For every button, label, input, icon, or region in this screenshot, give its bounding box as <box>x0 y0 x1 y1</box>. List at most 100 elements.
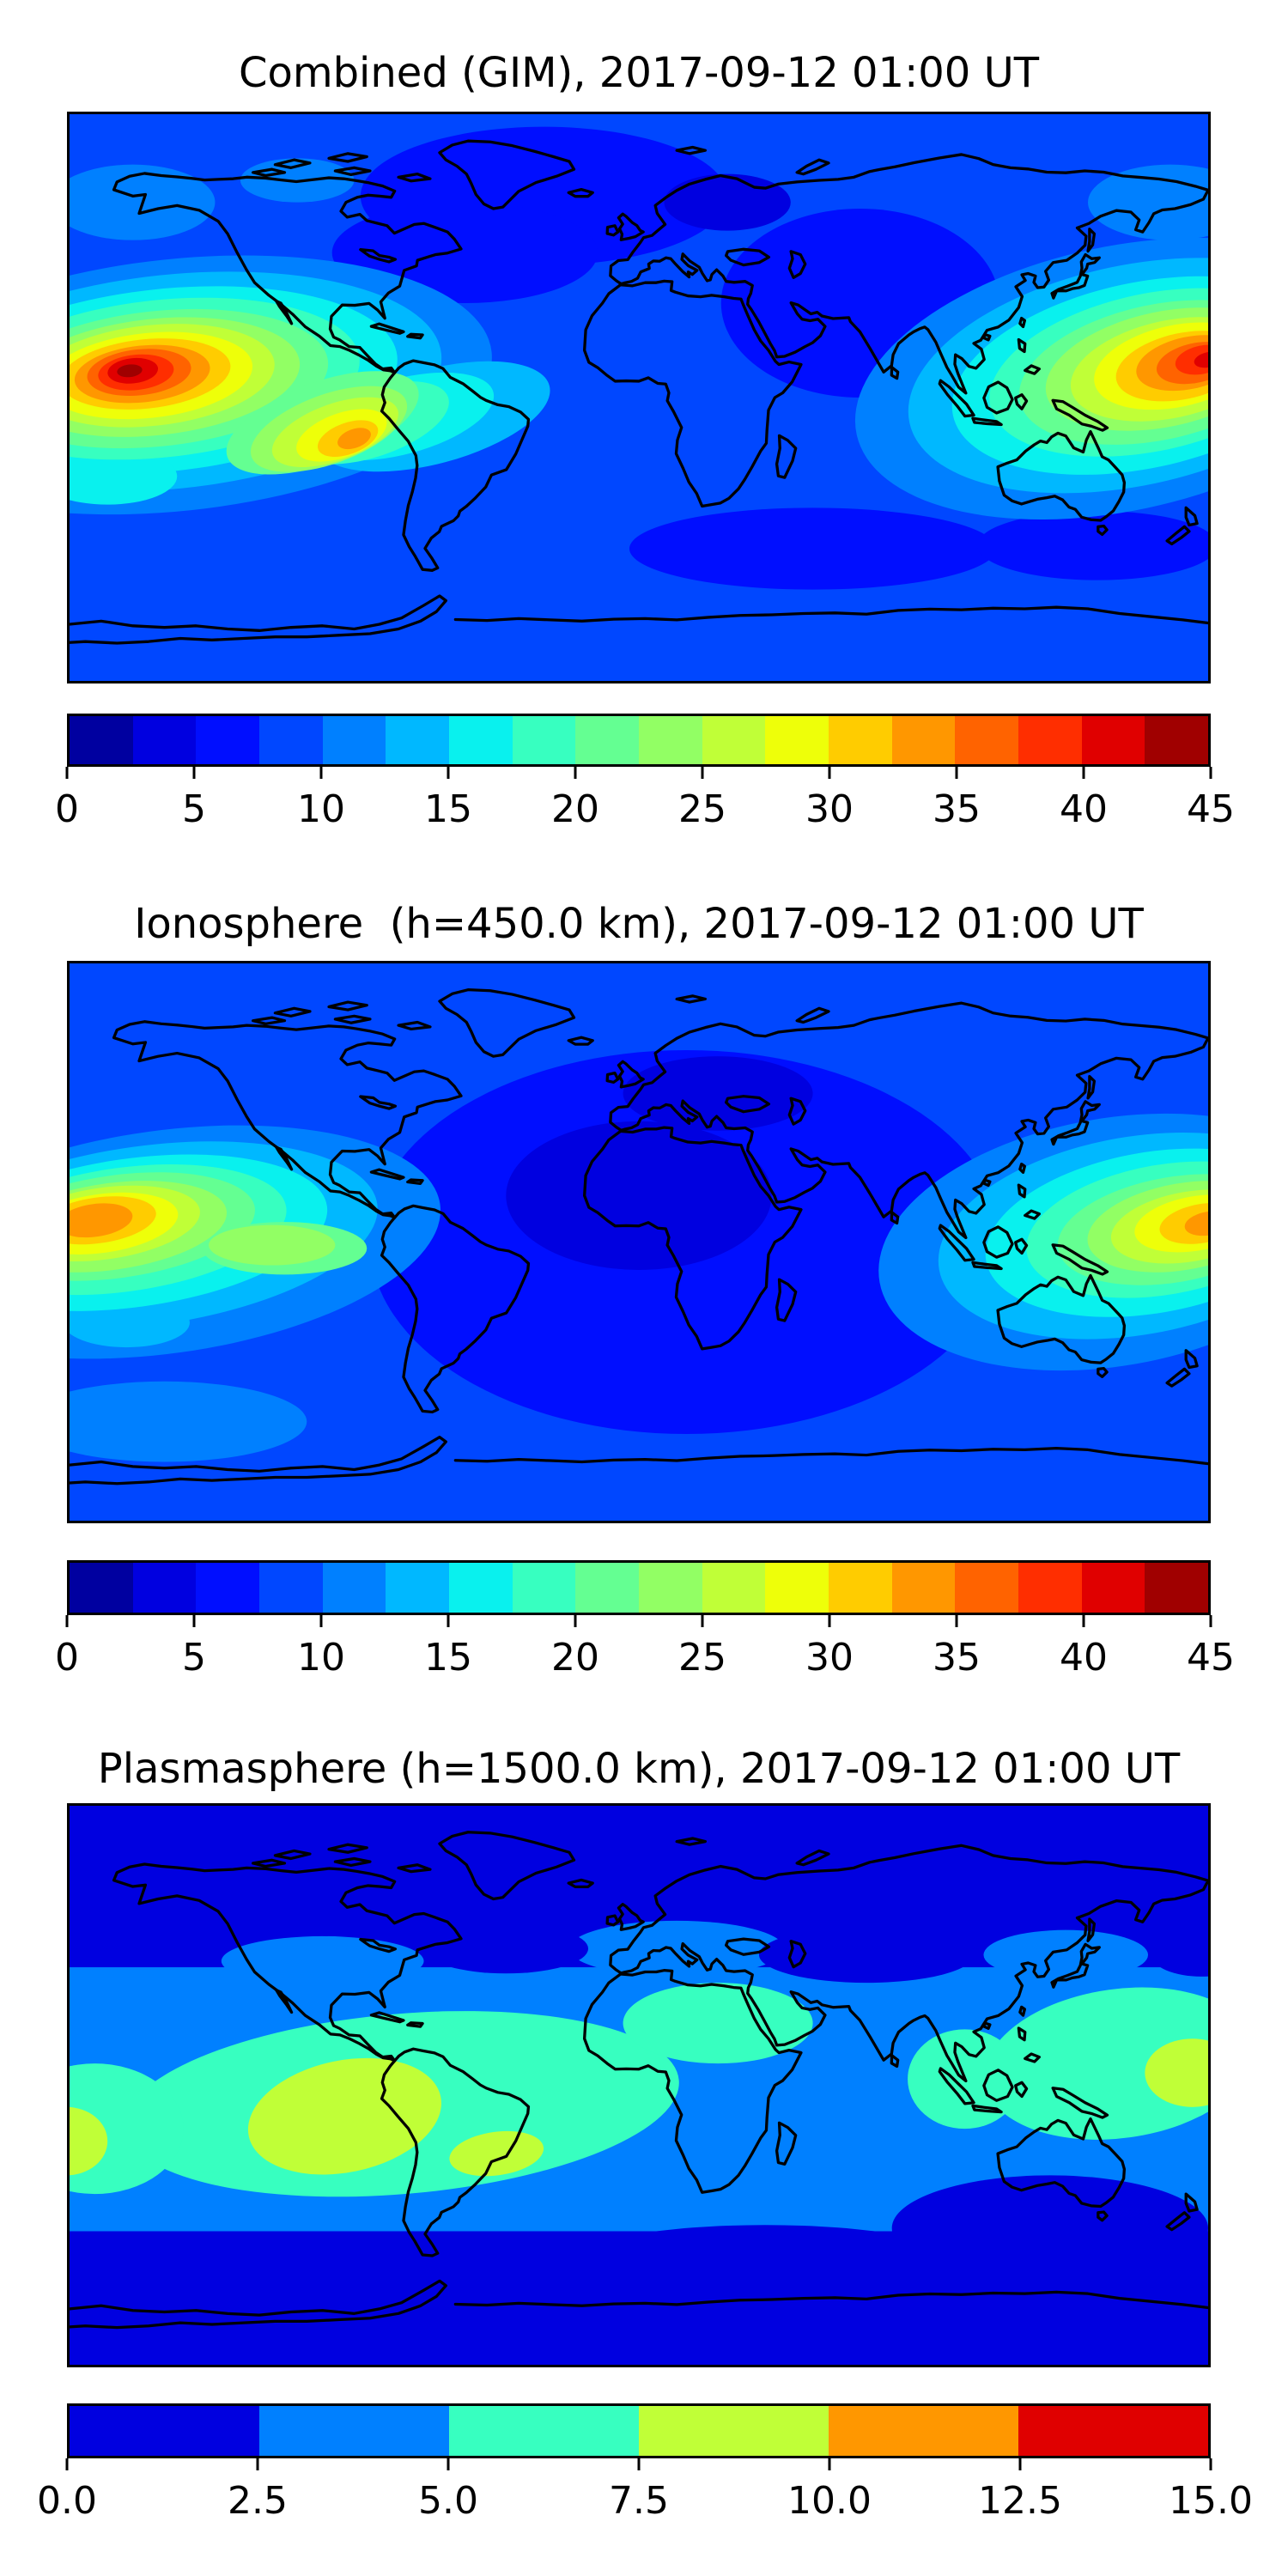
colorbar-plasmasphere <box>67 2403 1211 2458</box>
colorbar-segment <box>1145 1563 1208 1613</box>
colorbar-tick <box>828 767 831 779</box>
colorbar-tick-label: 5.0 <box>418 2479 478 2523</box>
colorbar-segment <box>575 1563 640 1613</box>
colorbar-tick-label: 0 <box>55 787 79 831</box>
map-ionosphere <box>67 961 1211 1523</box>
colorbar-segment <box>70 1563 133 1613</box>
colorbar-segment <box>132 1563 197 1613</box>
colorbar-tick <box>701 1615 704 1627</box>
colorbar-segment <box>259 2406 449 2456</box>
colorbar-tick <box>955 1615 958 1627</box>
colorbar-tick-label: 10 <box>296 787 345 831</box>
colorbar-ionosphere-ticks: 0 5 10 15 20 25 30 35 40 45 <box>55 1615 1235 1692</box>
colorbar-segment <box>1081 1563 1145 1613</box>
colorbar-segment <box>386 1563 450 1613</box>
colorbar-tick <box>447 767 450 779</box>
colorbar-tick <box>1082 767 1085 779</box>
colorbar-segment <box>512 716 576 764</box>
colorbar-segment <box>891 1563 956 1613</box>
colorbar-tick-label: 15 <box>424 1636 472 1680</box>
colorbar-segment <box>1145 716 1208 764</box>
colorbar-segment <box>702 716 766 764</box>
map-combined-gim <box>67 112 1211 683</box>
colorbar-segment <box>765 716 829 764</box>
colorbar-tick <box>256 2458 259 2470</box>
colorbar-tick-label: 5 <box>181 1636 206 1680</box>
colorbar-segment <box>639 1563 702 1613</box>
colorbar-segment <box>575 716 640 764</box>
map-plasmasphere <box>67 1803 1211 2367</box>
colorbar-tick-label: 10.0 <box>787 2479 872 2523</box>
colorbar-segment <box>386 716 450 764</box>
colorbar-tick <box>447 1615 450 1627</box>
colorbar-tick-label: 30 <box>805 787 854 831</box>
colorbar-tick <box>1082 1615 1085 1627</box>
colorbar-tick-label: 25 <box>678 1636 726 1680</box>
colorbar-segment <box>1018 716 1082 764</box>
colorbar-tick <box>65 1615 69 1627</box>
colorbar-tick <box>574 1615 577 1627</box>
colorbar-tick-label: 30 <box>805 1636 854 1680</box>
colorbar-tick <box>955 767 958 779</box>
colorbar-tick-label: 45 <box>1187 1636 1235 1680</box>
colorbar-tick <box>701 767 704 779</box>
colorbar-tick <box>65 767 69 779</box>
colorbar-tick-label: 35 <box>933 1636 981 1680</box>
colorbar-tick-label: 45 <box>1187 787 1235 831</box>
colorbar-segment <box>955 1563 1019 1613</box>
colorbar-tick <box>637 2458 641 2470</box>
colorbar-segment <box>196 716 260 764</box>
colorbar-segment <box>322 1563 386 1613</box>
colorbar-tick-label: 35 <box>933 787 981 831</box>
colorbar-tick-label: 40 <box>1059 787 1108 831</box>
colorbar-tick-label: 15.0 <box>1169 2479 1253 2523</box>
colorbar-segment <box>70 2406 259 2456</box>
colorbar-segment <box>891 716 956 764</box>
colorbar-tick-label: 0.0 <box>37 2479 97 2523</box>
colorbar-combined <box>67 714 1211 767</box>
colorbar-tick-label: 10 <box>296 1636 345 1680</box>
colorbar-tick <box>1209 1615 1212 1627</box>
panel-1-title: Combined (GIM), 2017-09-12 01:00 UT <box>238 49 1040 97</box>
colorbar-tick <box>447 2458 450 2470</box>
colorbar-segment <box>70 716 133 764</box>
colorbar-segment <box>449 1563 513 1613</box>
colorbar-segment <box>829 716 892 764</box>
colorbar-tick-label: 15 <box>424 787 472 831</box>
colorbar-segment <box>829 2406 1018 2456</box>
colorbar-segment <box>259 716 323 764</box>
colorbar-tick <box>1018 2458 1022 2470</box>
panel-2-title: Ionosphere (h=450.0 km), 2017-09-12 01:0… <box>134 900 1144 948</box>
colorbar-tick <box>192 767 196 779</box>
colorbar-segment <box>1018 2406 1208 2456</box>
colorbar-segment <box>449 716 513 764</box>
colorbar-segment <box>259 1563 323 1613</box>
colorbar-combined-ticks: 0 5 10 15 20 25 30 35 40 45 <box>55 767 1235 844</box>
panel-3-title: Plasmasphere (h=1500.0 km), 2017-09-12 0… <box>97 1745 1181 1793</box>
colorbar-tick <box>319 1615 323 1627</box>
colorbar-segment <box>196 1563 260 1613</box>
colorbar-tick-label: 40 <box>1059 1636 1108 1680</box>
colorbar-segment <box>955 716 1019 764</box>
colorbar-ionosphere <box>67 1560 1211 1615</box>
colorbar-segment <box>1081 716 1145 764</box>
colorbar-tick-label: 2.5 <box>228 2479 288 2523</box>
colorbar-segment <box>1018 1563 1082 1613</box>
colorbar-segment <box>829 1563 892 1613</box>
colorbar-segment <box>639 716 702 764</box>
colorbar-tick-label: 7.5 <box>609 2479 669 2523</box>
colorbar-tick <box>828 2458 831 2470</box>
colorbar-tick-label: 20 <box>550 1636 599 1680</box>
colorbar-tick-label: 5 <box>181 787 206 831</box>
colorbar-tick <box>1209 2458 1212 2470</box>
colorbar-plasmasphere-ticks: 0.0 2.5 5.0 7.5 10.0 12.5 15.0 <box>37 2458 1253 2536</box>
colorbar-tick <box>1209 767 1212 779</box>
colorbar-segment <box>132 716 197 764</box>
colorbar-tick-label: 25 <box>678 787 726 831</box>
colorbar-segment <box>639 2406 829 2456</box>
colorbar-tick <box>319 767 323 779</box>
colorbar-segment <box>449 2406 639 2456</box>
colorbar-tick <box>65 2458 69 2470</box>
colorbar-tick-label: 20 <box>550 787 599 831</box>
